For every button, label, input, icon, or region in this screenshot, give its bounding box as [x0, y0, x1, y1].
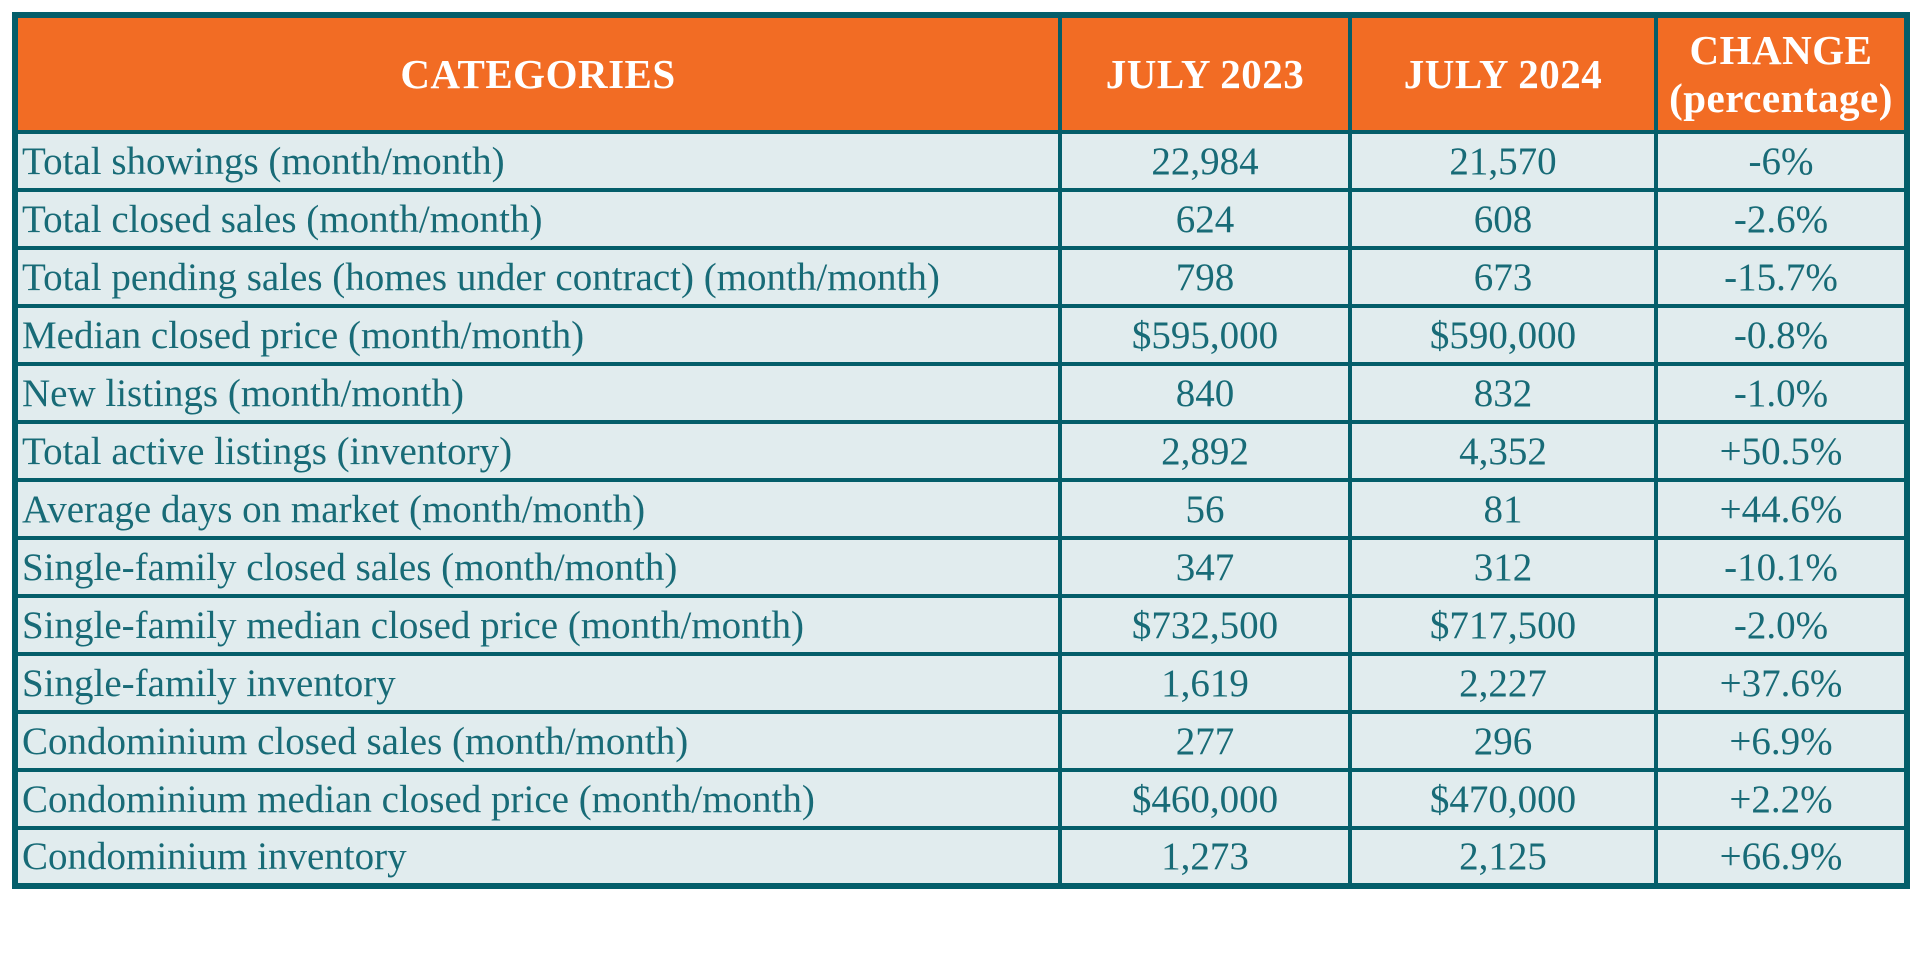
table-row: Total closed sales (month/month) 624 608 -2… — [13, 188, 1909, 250]
header-row: CATEGORIES JULY 2023 JULY 2024 CHANGE (p… — [13, 13, 1909, 134]
cell-july-2023: 2,892 — [1058, 420, 1352, 482]
cell-july-2023: 840 — [1058, 362, 1352, 424]
cell-july-2023: $460,000 — [1058, 768, 1352, 830]
cell-change: -2.0% — [1654, 594, 1909, 656]
table-row: New listings (month/month) 840 832 -1.0% — [13, 362, 1909, 424]
table-row: Average days on market (month/month) 56 81… — [13, 478, 1909, 540]
cell-july-2023: 56 — [1058, 478, 1352, 540]
cell-july-2024: $717,500 — [1348, 594, 1658, 656]
cell-july-2024: $470,000 — [1348, 768, 1658, 830]
cell-change: -15.7% — [1654, 246, 1909, 308]
cell-category: New listings (month/month) — [13, 362, 1062, 424]
header-change-line1: CHANGE — [1689, 26, 1873, 73]
table-row: Condominium median closed price (month/m… — [13, 768, 1909, 830]
cell-category: Total pending sales (homes under contrac… — [13, 246, 1062, 308]
cell-change: +66.9% — [1654, 826, 1909, 888]
header-change-line2: (percentage) — [1669, 75, 1893, 121]
table-body: Total showings (month/month) 22,984 21,570… — [13, 130, 1909, 888]
cell-category: Average days on market (month/month) — [13, 478, 1062, 540]
cell-july-2024: $590,000 — [1348, 304, 1658, 366]
cell-change: -2.6% — [1654, 188, 1909, 250]
cell-category: Total showings (month/month) — [13, 130, 1062, 192]
cell-july-2023: 1,273 — [1058, 826, 1352, 888]
cell-july-2024: 81 — [1348, 478, 1658, 540]
table-row: Condominium inventory 1,273 2,125 +66.9% — [13, 826, 1909, 888]
cell-july-2024: 832 — [1348, 362, 1658, 424]
cell-july-2023: $732,500 — [1058, 594, 1352, 656]
cell-category: Total active listings (inventory) — [13, 420, 1062, 482]
cell-july-2023: 798 — [1058, 246, 1352, 308]
cell-july-2023: $595,000 — [1058, 304, 1352, 366]
header-change: CHANGE (percentage) — [1654, 13, 1909, 134]
cell-category: Single-family median closed price (month… — [13, 594, 1062, 656]
cell-change: -0.8% — [1654, 304, 1909, 366]
cell-change: -1.0% — [1654, 362, 1909, 424]
cell-change: +2.2% — [1654, 768, 1909, 830]
cell-category: Single-family inventory — [13, 652, 1062, 714]
cell-july-2024: 2,125 — [1348, 826, 1658, 888]
cell-category: Median closed price (month/month) — [13, 304, 1062, 366]
table-row: Median closed price (month/month) $595,00… — [13, 304, 1909, 366]
cell-change: +37.6% — [1654, 652, 1909, 714]
cell-change: -6% — [1654, 130, 1909, 192]
table-row: Total showings (month/month) 22,984 21,570… — [13, 130, 1909, 192]
cell-july-2023: 347 — [1058, 536, 1352, 598]
cell-july-2023: 1,619 — [1058, 652, 1352, 714]
cell-category: Single-family closed sales (month/month) — [13, 536, 1062, 598]
cell-july-2024: 2,227 — [1348, 652, 1658, 714]
cell-july-2023: 22,984 — [1058, 130, 1352, 192]
table-row: Single-family median closed price (month… — [13, 594, 1909, 656]
table-row: Single-family inventory 1,619 2,227 +37.6% — [13, 652, 1909, 714]
cell-change: +6.9% — [1654, 710, 1909, 772]
cell-july-2024: 673 — [1348, 246, 1658, 308]
cell-category: Condominium closed sales (month/month) — [13, 710, 1062, 772]
header-categories: CATEGORIES — [13, 13, 1062, 134]
header-july-2024: JULY 2024 — [1348, 13, 1658, 134]
cell-category: Total closed sales (month/month) — [13, 188, 1062, 250]
cell-july-2024: 21,570 — [1348, 130, 1658, 192]
cell-july-2024: 312 — [1348, 536, 1658, 598]
cell-july-2023: 624 — [1058, 188, 1352, 250]
cell-july-2023: 277 — [1058, 710, 1352, 772]
cell-category: Condominium inventory — [13, 826, 1062, 888]
cell-change: +44.6% — [1654, 478, 1909, 540]
cell-change: +50.5% — [1654, 420, 1909, 482]
header-july-2023: JULY 2023 — [1058, 13, 1352, 134]
table-row: Total active listings (inventory) 2,892 4,… — [13, 420, 1909, 482]
table-row: Total pending sales (homes under contrac… — [13, 246, 1909, 308]
cell-category: Condominium median closed price (month/m… — [13, 768, 1062, 830]
cell-change: -10.1% — [1654, 536, 1909, 598]
market-stats-table: CATEGORIES JULY 2023 JULY 2024 CHANGE (p… — [12, 12, 1910, 889]
table-row: Condominium closed sales (month/month) 27… — [13, 710, 1909, 772]
cell-july-2024: 4,352 — [1348, 420, 1658, 482]
cell-july-2024: 608 — [1348, 188, 1658, 250]
table-row: Single-family closed sales (month/month)… — [13, 536, 1909, 598]
cell-july-2024: 296 — [1348, 710, 1658, 772]
